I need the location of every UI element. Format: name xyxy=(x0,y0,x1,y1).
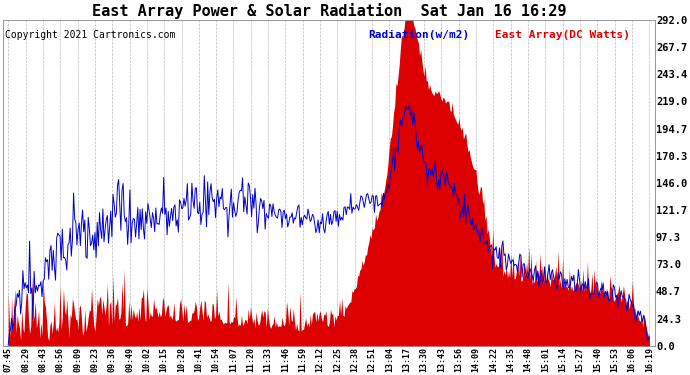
Text: Copyright 2021 Cartronics.com: Copyright 2021 Cartronics.com xyxy=(5,30,175,40)
Title: East Array Power & Solar Radiation  Sat Jan 16 16:29: East Array Power & Solar Radiation Sat J… xyxy=(92,3,566,19)
Text: East Array(DC Watts): East Array(DC Watts) xyxy=(495,30,630,40)
Text: Radiation(w/m2): Radiation(w/m2) xyxy=(368,30,469,40)
